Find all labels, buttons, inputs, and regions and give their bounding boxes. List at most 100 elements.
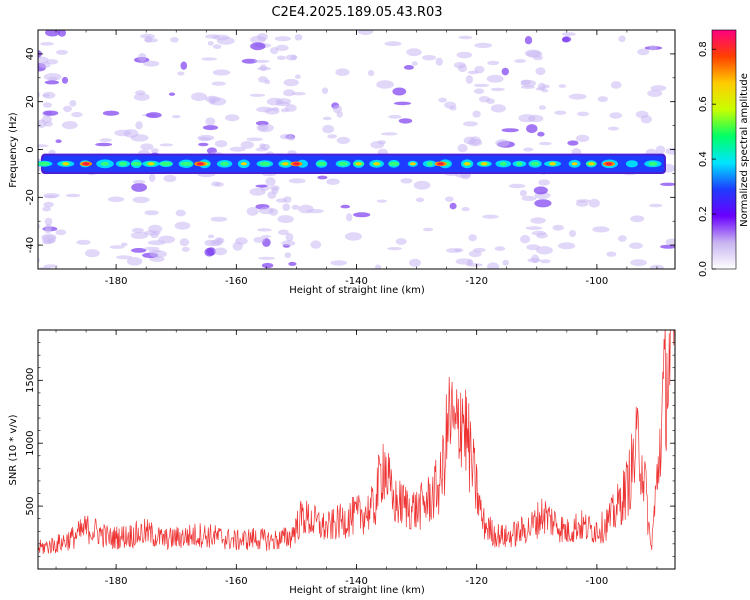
noise-blob: [170, 37, 179, 43]
band-core: [259, 161, 271, 166]
noise-blob: [495, 139, 510, 147]
noise-blob: [461, 207, 470, 212]
noise-blob: [38, 144, 49, 148]
noise-blob: [469, 136, 481, 146]
band-core: [131, 161, 142, 166]
noise-blob: [321, 87, 329, 94]
noise-blob: [275, 44, 289, 52]
noise-blob: [435, 57, 443, 66]
noise-blob: [387, 247, 403, 251]
noise-blob: [376, 80, 394, 89]
noise-blob: [214, 247, 227, 256]
noise-blob: [531, 230, 547, 236]
noise-blob: [135, 121, 143, 130]
noise-blob: [276, 55, 286, 60]
noise-blob: [554, 110, 567, 115]
band-hot: [588, 162, 595, 166]
noise-blob: [257, 33, 268, 41]
x-tick-label: -160: [225, 576, 248, 587]
noise-blob: [393, 101, 412, 106]
noise-blob: [534, 199, 552, 208]
band-core: [100, 161, 110, 166]
noise-blob: [446, 248, 462, 253]
noise-blob: [175, 209, 186, 217]
noise-blob: [285, 233, 294, 242]
noise-blob: [140, 143, 154, 151]
noise-blob: [76, 239, 91, 245]
x-tick-label: -140: [345, 576, 368, 587]
noise-blob: [357, 30, 374, 36]
colorbar-label: Normalized spectral amplitude: [739, 73, 750, 227]
band-core: [648, 161, 658, 166]
noise-blob: [637, 48, 650, 56]
noise-blob: [214, 140, 228, 148]
band-hot: [240, 162, 247, 166]
noise-blob: [535, 67, 546, 76]
noise-blob: [198, 136, 212, 142]
noise-blob: [606, 251, 617, 257]
noise-blob: [58, 30, 66, 37]
noise-blob: [38, 164, 41, 172]
noise-blob: [647, 89, 663, 97]
noise-blob: [340, 204, 351, 209]
noise-blob: [478, 96, 490, 103]
band-hot: [571, 162, 578, 166]
colorbar-ticks: 0.0 0.2 0.4 0.6 0.8: [698, 41, 716, 277]
y-tick-label: 1000: [25, 430, 36, 455]
noise-blob: [56, 49, 68, 55]
noise-blob: [527, 258, 541, 263]
noise-blob: [151, 148, 159, 154]
noise-blob: [120, 242, 128, 247]
noise-blob: [133, 93, 150, 101]
noise-blob: [264, 79, 271, 85]
colorbar-tick-label: 0.2: [698, 206, 709, 222]
noise-blob: [210, 239, 221, 247]
noise-blob: [660, 182, 675, 186]
snr-xlabel: Height of straight line (km): [289, 585, 425, 596]
noise-blob: [63, 105, 72, 113]
noise-blob: [288, 261, 297, 266]
noise-blob: [126, 257, 143, 266]
noise-blob: [99, 138, 112, 142]
band-core: [180, 161, 193, 166]
noise-blob: [536, 246, 553, 255]
noise-blob: [294, 74, 301, 79]
noise-blob: [253, 236, 266, 243]
noise-blob: [277, 215, 294, 224]
noise-blob: [202, 125, 219, 131]
colorbar-tick-label: 0.6: [698, 96, 709, 112]
noise-blob: [285, 54, 298, 61]
noise-blob: [422, 55, 437, 61]
noise-blob: [135, 90, 146, 96]
noise-blob: [336, 136, 351, 144]
noise-blob: [630, 215, 645, 223]
noise-blob: [519, 189, 528, 197]
noise-blob: [629, 242, 643, 249]
band-hot: [409, 162, 416, 166]
noise-blob: [177, 71, 185, 76]
noise-blob: [272, 107, 280, 112]
noise-blob: [250, 42, 266, 51]
noise-blob: [465, 263, 483, 267]
x-tick-label: -100: [586, 276, 609, 287]
noise-blob: [132, 227, 144, 233]
band-hot: [282, 162, 289, 166]
colorbar: 0.0 0.2 0.4 0.6 0.8 Normalized spectral ampl…: [698, 29, 750, 277]
noise-blob: [241, 58, 258, 64]
noise-blob: [538, 179, 550, 186]
noise-blob: [159, 143, 174, 147]
noise-blob: [409, 258, 421, 267]
noise-blob: [179, 238, 190, 247]
band-hot: [355, 162, 362, 166]
band-cell: [625, 160, 638, 168]
noise-blob: [568, 93, 587, 100]
noise-blob: [650, 85, 667, 92]
y-tick-label: 0: [25, 146, 36, 152]
band-core: [316, 161, 327, 166]
noise-blob: [38, 56, 49, 64]
noise-blob: [44, 195, 57, 199]
y-tick-label: -40: [25, 237, 36, 253]
noise-blob: [406, 48, 422, 57]
noise-blob: [567, 140, 579, 146]
figure-title: C2E4.2025.189.05.43.R03: [271, 5, 442, 20]
